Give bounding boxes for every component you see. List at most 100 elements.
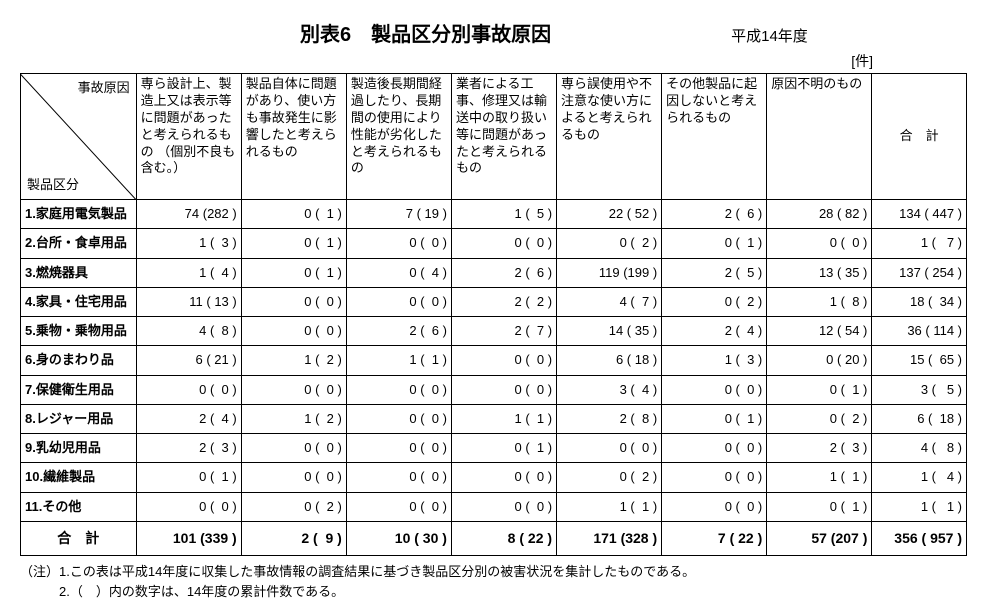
- note-line-2: 2.（ ）内の数字は、14年度の累計件数である。: [20, 582, 967, 602]
- data-cell: 2 ( 6 ): [346, 317, 451, 346]
- data-cell: 0 ( 20 ): [767, 346, 872, 375]
- data-cell: 0 ( 0 ): [451, 375, 556, 404]
- data-cell: 0 ( 0 ): [136, 492, 241, 521]
- data-cell: 1 ( 3 ): [662, 346, 767, 375]
- col-header-3: 業者による工事、修理又は輸送中の取り扱い等に問題があったと考えられるもの: [451, 74, 556, 200]
- row-label: 11.その他: [21, 492, 137, 521]
- data-cell: 0 ( 1 ): [241, 258, 346, 287]
- data-cell: 1 ( 5 ): [451, 200, 556, 229]
- data-cell: 0 ( 0 ): [557, 434, 662, 463]
- data-cell: 0 ( 0 ): [662, 375, 767, 404]
- data-cell: 13 ( 35 ): [767, 258, 872, 287]
- data-cell: 2 ( 8 ): [557, 404, 662, 433]
- data-cell: 14 ( 35 ): [557, 317, 662, 346]
- row-label: 7.保健衛生用品: [21, 375, 137, 404]
- data-cell: 2 ( 2 ): [451, 287, 556, 316]
- data-cell: 0 ( 0 ): [346, 463, 451, 492]
- data-cell: 0 ( 0 ): [662, 492, 767, 521]
- data-cell: 6 ( 21 ): [136, 346, 241, 375]
- data-cell: 1 ( 8 ): [767, 287, 872, 316]
- data-cell: 0 ( 1 ): [662, 404, 767, 433]
- data-cell: 134 ( 447 ): [872, 200, 967, 229]
- data-cell: 119 (199 ): [557, 258, 662, 287]
- data-cell: 1 ( 1 ): [872, 492, 967, 521]
- data-cell: 3 ( 4 ): [557, 375, 662, 404]
- data-cell: 0 ( 0 ): [662, 463, 767, 492]
- col-header-0: 専ら設計上、製造上又は表示等に問題があったと考えられるもの （個別不良も含む。）: [136, 74, 241, 200]
- table-row: 2.台所・食卓用品 1 ( 3 ) 0 ( 1 ) 0 ( 0 ) 0 ( 0 …: [21, 229, 967, 258]
- data-cell: 1 ( 4 ): [872, 463, 967, 492]
- total-cell: 8 ( 22 ): [451, 521, 556, 556]
- total-row: 合 計101 (339 ) 2 ( 9 ) 10 ( 30 ) 8 ( 22 )…: [21, 521, 967, 556]
- data-cell: 0 ( 1 ): [767, 375, 872, 404]
- data-cell: 0 ( 0 ): [451, 463, 556, 492]
- table-row: 3.燃焼器具 1 ( 4 ) 0 ( 1 ) 0 ( 4 ) 2 ( 6 )11…: [21, 258, 967, 287]
- table-row: 6.身のまわり品 6 ( 21 ) 1 ( 2 ) 1 ( 1 ) 0 ( 0 …: [21, 346, 967, 375]
- data-cell: 15 ( 65 ): [872, 346, 967, 375]
- data-cell: 0 ( 0 ): [346, 434, 451, 463]
- total-row-label: 合 計: [21, 521, 137, 556]
- col-header-total: 合 計: [872, 74, 967, 200]
- row-label: 9.乳幼児用品: [21, 434, 137, 463]
- table-row: 1.家庭用電気製品 74 (282 ) 0 ( 1 ) 7 ( 19 ) 1 (…: [21, 200, 967, 229]
- data-cell: 0 ( 0 ): [346, 375, 451, 404]
- col-header-1: 製品自体に問題があり、使い方も事故発生に影響したと考えられるもの: [241, 74, 346, 200]
- data-cell: 36 ( 114 ): [872, 317, 967, 346]
- year-label: 平成14年度: [731, 25, 808, 46]
- corner-label-top: 事故原因: [78, 80, 130, 96]
- data-cell: 1 ( 1 ): [346, 346, 451, 375]
- data-cell: 0 ( 0 ): [662, 434, 767, 463]
- data-cell: 0 ( 0 ): [136, 375, 241, 404]
- col-header-4: 専ら誤使用や不注意な使い方によると考えられるもの: [557, 74, 662, 200]
- unit-label: [件]: [0, 51, 987, 71]
- data-cell: 0 ( 1 ): [241, 200, 346, 229]
- table-row: 5.乗物・乗物用品 4 ( 8 ) 0 ( 0 ) 2 ( 6 ) 2 ( 7 …: [21, 317, 967, 346]
- data-cell: 0 ( 2 ): [557, 463, 662, 492]
- data-cell: 0 ( 1 ): [136, 463, 241, 492]
- data-cell: 1 ( 2 ): [241, 404, 346, 433]
- data-cell: 0 ( 1 ): [451, 434, 556, 463]
- data-cell: 2 ( 4 ): [662, 317, 767, 346]
- data-cell: 0 ( 1 ): [662, 229, 767, 258]
- data-cell: 0 ( 0 ): [241, 434, 346, 463]
- data-cell: 4 ( 8 ): [136, 317, 241, 346]
- total-cell: 10 ( 30 ): [346, 521, 451, 556]
- data-cell: 0 ( 0 ): [241, 463, 346, 492]
- table-row: 11.その他 0 ( 0 ) 0 ( 2 ) 0 ( 0 ) 0 ( 0 ) 1…: [21, 492, 967, 521]
- main-table-wrap: 事故原因 製品区分 専ら設計上、製造上又は表示等に問題があったと考えられるもの …: [20, 73, 967, 556]
- data-cell: 0 ( 1 ): [241, 229, 346, 258]
- data-cell: 2 ( 3 ): [767, 434, 872, 463]
- data-cell: 0 ( 0 ): [241, 375, 346, 404]
- data-cell: 0 ( 0 ): [346, 287, 451, 316]
- data-cell: 0 ( 0 ): [346, 404, 451, 433]
- data-cell: 7 ( 19 ): [346, 200, 451, 229]
- data-cell: 0 ( 4 ): [346, 258, 451, 287]
- row-label: 8.レジャー用品: [21, 404, 137, 433]
- data-cell: 2 ( 5 ): [662, 258, 767, 287]
- data-cell: 1 ( 2 ): [241, 346, 346, 375]
- data-cell: 6 ( 18 ): [872, 404, 967, 433]
- row-label: 5.乗物・乗物用品: [21, 317, 137, 346]
- main-table: 事故原因 製品区分 専ら設計上、製造上又は表示等に問題があったと考えられるもの …: [20, 73, 967, 556]
- data-cell: 0 ( 2 ): [767, 404, 872, 433]
- data-cell: 2 ( 7 ): [451, 317, 556, 346]
- data-cell: 2 ( 3 ): [136, 434, 241, 463]
- data-cell: 0 ( 0 ): [451, 492, 556, 521]
- data-cell: 1 ( 7 ): [872, 229, 967, 258]
- data-cell: 74 (282 ): [136, 200, 241, 229]
- row-label: 6.身のまわり品: [21, 346, 137, 375]
- data-cell: 2 ( 6 ): [451, 258, 556, 287]
- data-cell: 22 ( 52 ): [557, 200, 662, 229]
- col-header-5: その他製品に起因しないと考えられるもの: [662, 74, 767, 200]
- table-body: 1.家庭用電気製品 74 (282 ) 0 ( 1 ) 7 ( 19 ) 1 (…: [21, 200, 967, 556]
- data-cell: 4 ( 7 ): [557, 287, 662, 316]
- row-label: 3.燃焼器具: [21, 258, 137, 287]
- total-cell: 7 ( 22 ): [662, 521, 767, 556]
- data-cell: 0 ( 2 ): [241, 492, 346, 521]
- page-title: 別表6 製品区分別事故原因: [300, 18, 551, 47]
- row-label: 1.家庭用電気製品: [21, 200, 137, 229]
- data-cell: 0 ( 0 ): [451, 229, 556, 258]
- data-cell: 4 ( 8 ): [872, 434, 967, 463]
- total-cell: 171 (328 ): [557, 521, 662, 556]
- table-row: 10.繊維製品 0 ( 1 ) 0 ( 0 ) 0 ( 0 ) 0 ( 0 ) …: [21, 463, 967, 492]
